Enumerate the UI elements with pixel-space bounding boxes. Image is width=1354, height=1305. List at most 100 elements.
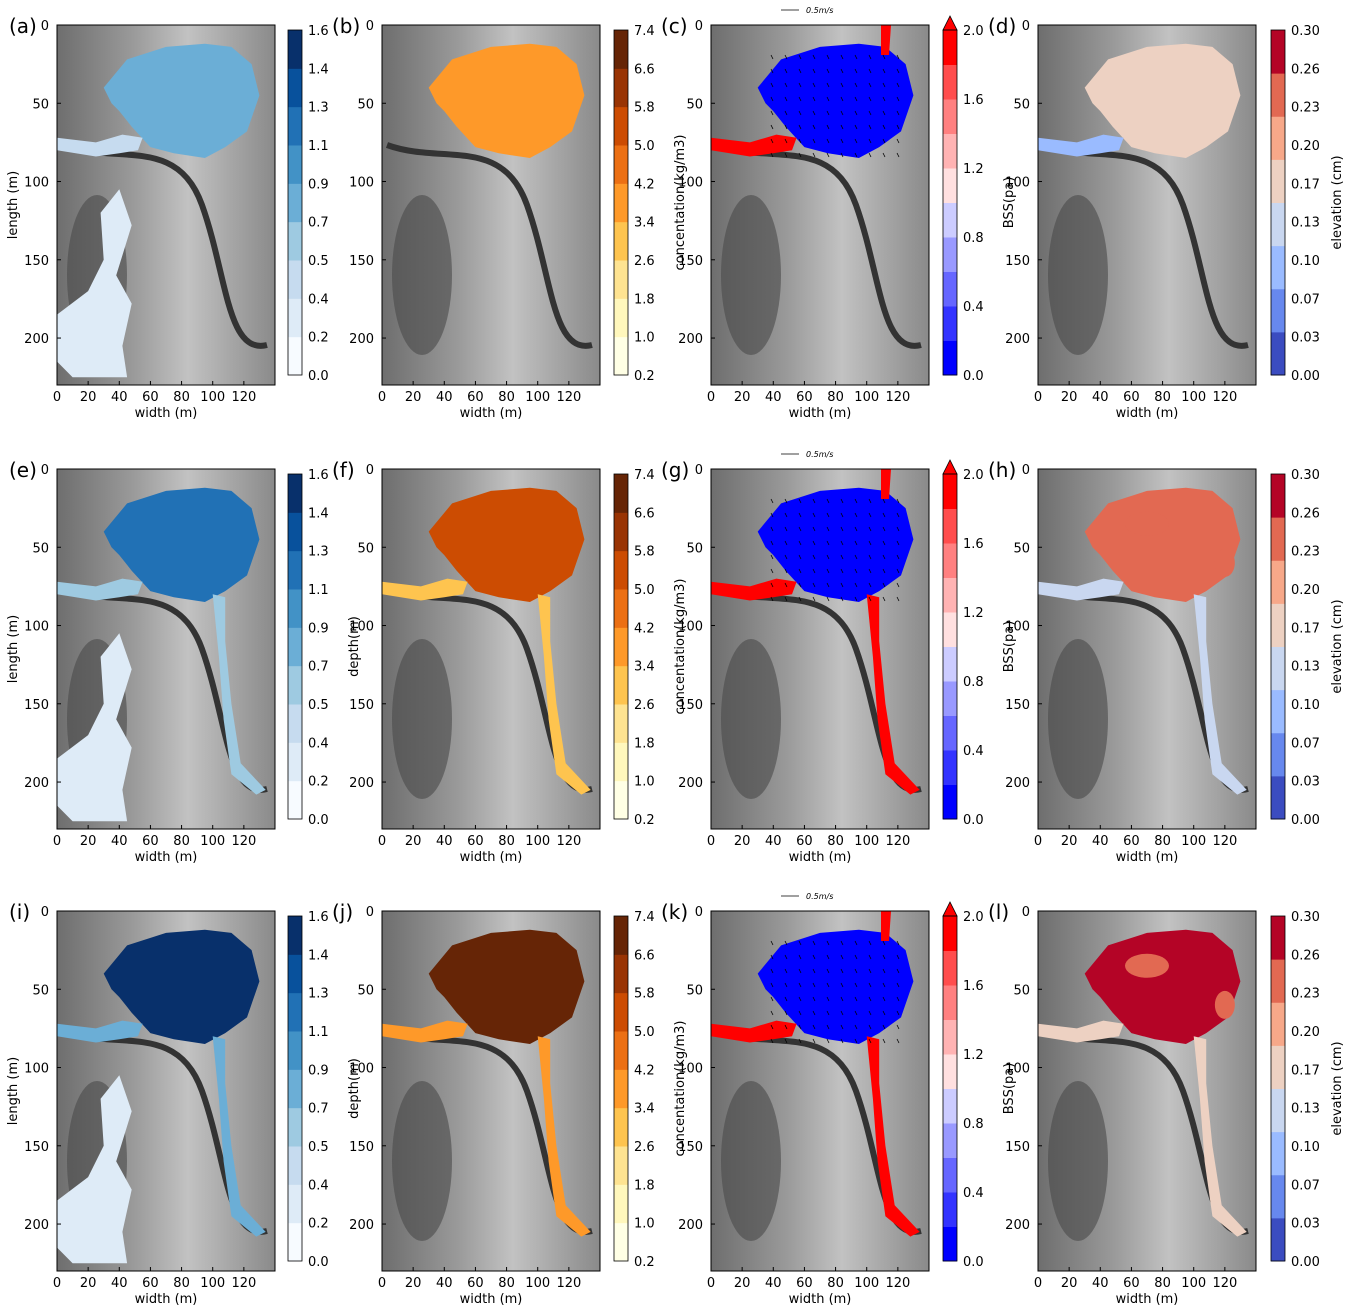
x-axis-label: width (m): [1116, 1292, 1179, 1305]
velocity-arrow: [812, 138, 816, 144]
y-tick-label: 100: [1005, 620, 1030, 635]
y-tick-label: 150: [1005, 1140, 1030, 1155]
velocity-arrow: [812, 582, 816, 588]
x-tick-label: 60: [142, 390, 159, 405]
velocity-arrow: [798, 540, 802, 546]
velocity-arrow: [798, 1010, 802, 1016]
velocity-arrow: [784, 110, 788, 116]
velocity-arrow: [882, 968, 886, 974]
dark-terrain: [721, 1081, 781, 1241]
panel-label: (a): [9, 14, 37, 38]
velocity-arrow: [868, 152, 872, 158]
velocity-arrow: [868, 596, 872, 602]
colorbar-tick-label: 0.4: [308, 292, 329, 307]
colorbar-tick-label: 0.7: [308, 660, 329, 675]
y-tick-label: 200: [349, 1218, 374, 1233]
velocity-arrow: [882, 1038, 886, 1044]
field-side-arm: [382, 578, 468, 601]
colorbar-segment: [943, 99, 957, 134]
colorbar-tick-label: 5.0: [634, 583, 655, 598]
colorbar-label: concentation(kg/m3): [673, 579, 688, 715]
velocity-arrow: [840, 582, 844, 588]
colorbar-tick-label: 0.2: [308, 1217, 329, 1232]
velocity-arrow: [882, 152, 886, 158]
colorbar-tick-label: 1.4: [308, 948, 329, 963]
colorbar-label: depth(m): [347, 616, 362, 677]
panel-j: 0 20 40 60 80 100 120 width (m) 0 50 100 150 200 (j) 0…: [332, 900, 688, 1305]
colorbar-tick-label: 6.6: [634, 506, 655, 521]
panel-b: 0 20 40 60 80 100 120 width (m) 0 50 100 150 200 (b) 0…: [332, 14, 688, 421]
y-tick-label: 0: [695, 463, 703, 478]
y-tick-label: 0: [1022, 905, 1030, 920]
colorbar-segment: [943, 30, 957, 65]
velocity-arrow: [896, 968, 900, 974]
y-tick-label: 200: [24, 1218, 49, 1233]
colorbar-label: concentation(kg/m3): [673, 1021, 688, 1157]
colorbar-segment: [943, 543, 957, 578]
x-tick-label: 120: [885, 1276, 910, 1291]
colorbar-tick-label: 1.3: [308, 101, 329, 116]
y-tick-label: 50: [357, 97, 374, 112]
colorbar-tick-label: 1.0: [634, 1217, 655, 1232]
velocity-arrow: [840, 138, 844, 144]
panel-k: 0.5m/s 0 20 40 60 80 100 120 width (m) 0 50 100 150 2…: [661, 892, 1017, 1305]
colorbar-tick-label: 2.0: [963, 910, 984, 925]
panel-g: 0.5m/s 0 20 40 60 80 100 120 width (m) 0 50 100 150 2…: [661, 450, 1017, 865]
velocity-arrow: [784, 968, 788, 974]
colorbar-segment: [1271, 202, 1285, 247]
velocity-arrow: [812, 940, 816, 946]
colorbar-tick-label: 1.6: [963, 93, 984, 108]
colorbar-segment: [943, 750, 957, 785]
velocity-arrow: [798, 512, 802, 518]
velocity-arrow: [896, 526, 900, 532]
field-side-arm: [711, 578, 797, 601]
velocity-arrow: [854, 138, 858, 144]
colorbar-segment: [614, 336, 628, 376]
velocity-arrow: [868, 110, 872, 116]
y-tick-label: 100: [678, 176, 703, 191]
panel-label: (e): [9, 458, 37, 482]
x-tick-label: 0: [707, 1276, 715, 1291]
colorbar-tick-label: 2.6: [634, 698, 655, 713]
velocity-arrow: [840, 954, 844, 960]
velocity-arrow: [812, 526, 816, 532]
colorbar-tick-label: 0.00: [1291, 1255, 1320, 1270]
velocity-arrow: [784, 124, 788, 130]
colorbar-frame: [613, 29, 629, 376]
x-tick-label: 120: [885, 834, 910, 849]
x-tick-label: 0: [53, 834, 61, 849]
velocity-arrow: [840, 982, 844, 988]
panel-h: 0 20 40 60 80 100 120 width (m) 0 50 100 150 200 (h) 0…: [988, 458, 1345, 865]
velocity-arrow: [882, 596, 886, 602]
velocity-arrow: [840, 82, 844, 88]
colorbar-tick-label: 0.9: [308, 177, 329, 192]
velocity-arrow: [812, 68, 816, 74]
colorbar-tick-label: 1.8: [634, 736, 655, 751]
y-tick-label: 200: [24, 332, 49, 347]
velocity-arrow: [882, 498, 886, 504]
panel-f: 0 20 40 60 80 100 120 width (m) 0 50 100 150 200 (f) 0…: [332, 458, 688, 865]
velocity-arrow: [854, 968, 858, 974]
x-tick-label: 80: [827, 834, 844, 849]
colorbar-tick-label: 0.0: [963, 813, 984, 828]
x-tick-label: 20: [80, 834, 97, 849]
velocity-arrow: [826, 540, 830, 546]
velocity-arrow: [840, 596, 844, 602]
y-tick-label: 200: [678, 776, 703, 791]
velocity-arrow: [798, 996, 802, 1002]
velocity-arrow: [896, 1024, 900, 1030]
colorbar-frame: [942, 29, 958, 376]
colorbar-segment: [614, 106, 628, 146]
colorbar-tick-label: 1.1: [308, 139, 329, 154]
colorbar-segment: [943, 1192, 957, 1227]
velocity-arrow: [798, 138, 802, 144]
colorbar-segment: [288, 780, 302, 820]
y-tick-label: 150: [678, 698, 703, 713]
y-tick-label: 0: [41, 463, 49, 478]
velocity-arrow: [868, 954, 872, 960]
gully-channel: [385, 142, 593, 349]
colorbar-segment: [614, 627, 628, 667]
colorbar-segment: [943, 306, 957, 341]
colorbar-segment: [288, 665, 302, 705]
